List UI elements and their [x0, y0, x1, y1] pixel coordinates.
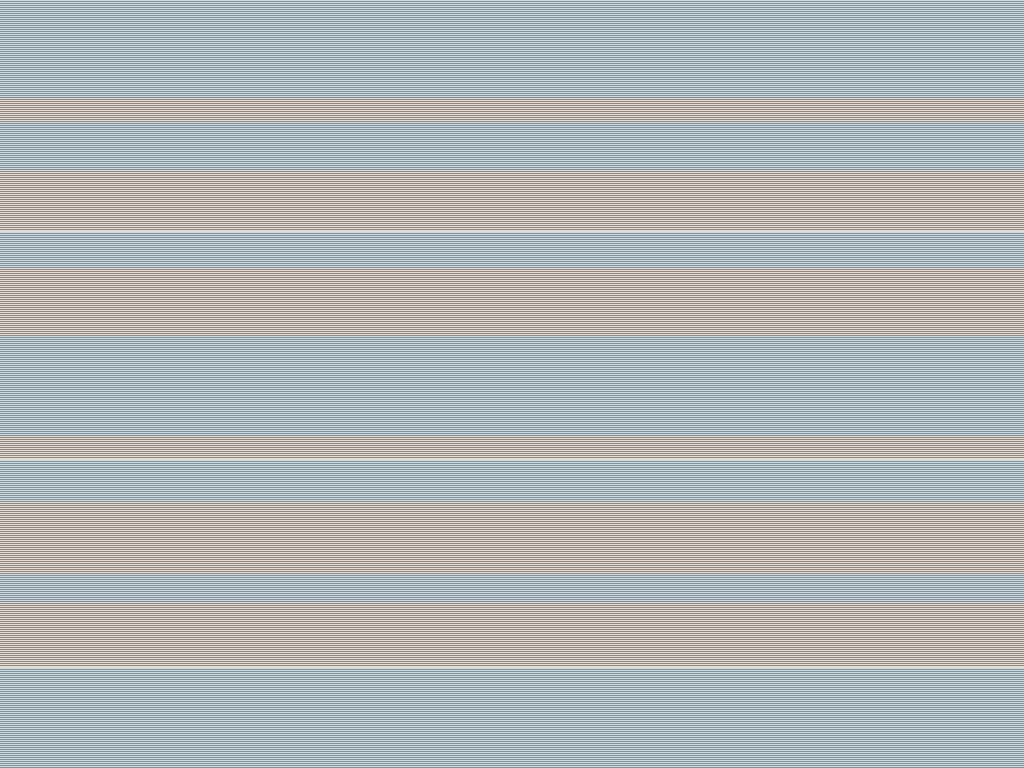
stripe-band-pink — [0, 435, 1024, 460]
stripe-band-blue — [0, 460, 1024, 502]
stripe-band-pink — [0, 601, 1024, 668]
stripe-band-pink — [0, 268, 1024, 335]
stripe-band-pink — [0, 97, 1024, 121]
stripe-band-pink — [0, 502, 1024, 573]
stripe-band-blue — [0, 668, 1024, 768]
stripe-band-blue — [0, 232, 1024, 268]
stripe-band-blue — [0, 335, 1024, 435]
stripe-band-blue — [0, 121, 1024, 169]
stripe-band-blue — [0, 573, 1024, 601]
stripe-band-blue — [0, 0, 1024, 97]
stripe-band-pink — [0, 169, 1024, 232]
